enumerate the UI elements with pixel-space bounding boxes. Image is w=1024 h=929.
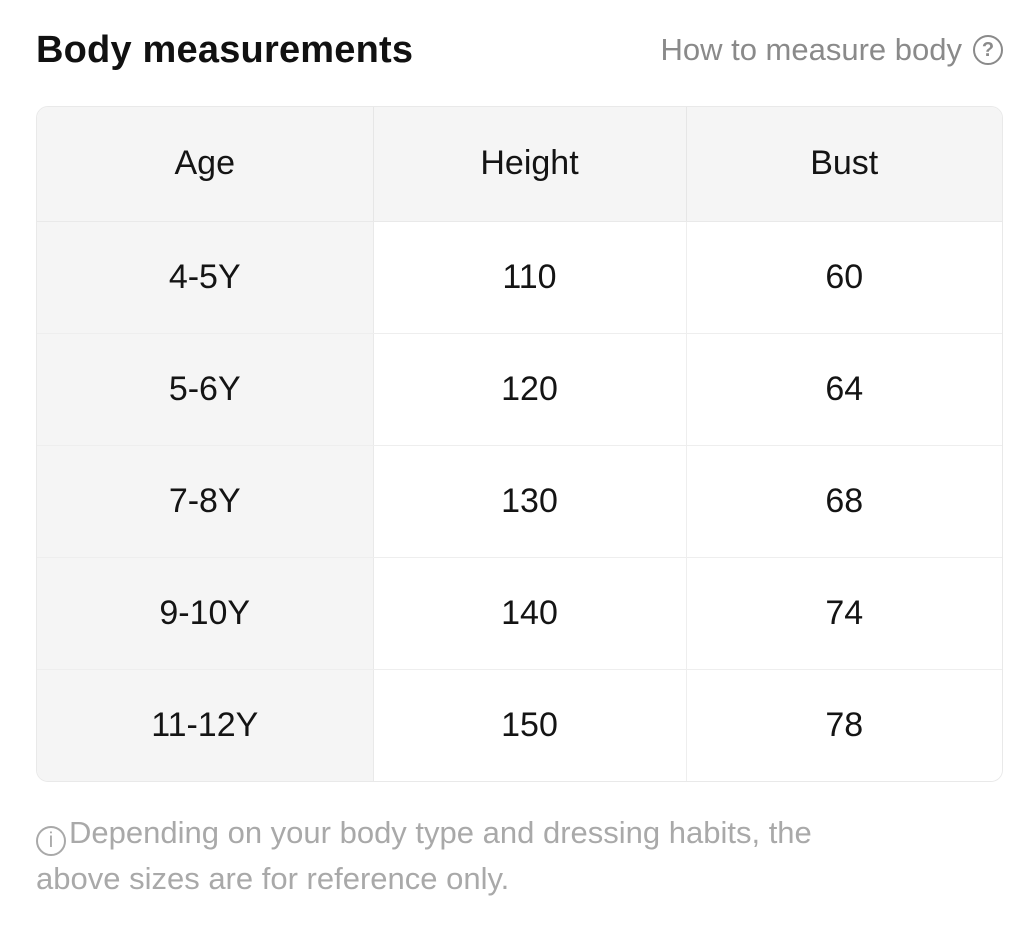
- reference-note: i Depending on your body type and dressin…: [36, 810, 966, 901]
- reference-note-line2: above sizes are for reference only.: [36, 860, 510, 896]
- age-cell: 7-8Y: [37, 445, 374, 558]
- reference-note-line1: Depending on your body type and dressing…: [69, 815, 812, 850]
- table-row: 5-6Y 120 64: [37, 333, 1002, 446]
- column-header-bust: Bust: [686, 107, 1002, 222]
- page-title: Body measurements: [36, 28, 414, 71]
- how-to-measure-link[interactable]: How to measure body ?: [660, 32, 1003, 68]
- age-cell: 4-5Y: [37, 221, 374, 334]
- column-header-height: Height: [373, 107, 687, 222]
- column-header-age: Age: [37, 107, 374, 222]
- body-measurements-panel: Body measurements How to measure body ? …: [36, 24, 1003, 901]
- age-cell: 11-12Y: [37, 669, 374, 781]
- bust-cell: 60: [686, 221, 1002, 334]
- info-circle-icon: i: [36, 825, 66, 856]
- measurements-table-container: Age Height Bust 4-5Y 110 60 5-6Y 120 64 …: [36, 106, 1003, 782]
- question-circle-icon: ?: [973, 35, 1003, 65]
- how-to-measure-label: How to measure body: [660, 32, 962, 67]
- bust-cell: 68: [686, 445, 1002, 558]
- height-cell: 110: [373, 221, 687, 334]
- height-cell: 140: [373, 557, 687, 670]
- panel-header: Body measurements How to measure body ?: [36, 24, 1003, 76]
- age-cell: 5-6Y: [37, 333, 374, 446]
- bust-cell: 78: [686, 669, 1002, 781]
- table-row: 4-5Y 110 60: [37, 221, 1002, 334]
- body-measurements-table: Age Height Bust 4-5Y 110 60 5-6Y 120 64 …: [37, 107, 1002, 781]
- bust-cell: 64: [686, 333, 1002, 446]
- table-row: 7-8Y 130 68: [37, 445, 1002, 558]
- height-cell: 130: [373, 445, 687, 558]
- table-row: 9-10Y 140 74: [37, 557, 1002, 670]
- table-row: 11-12Y 150 78: [37, 669, 1002, 781]
- bust-cell: 74: [686, 557, 1002, 670]
- age-cell: 9-10Y: [37, 557, 374, 670]
- height-cell: 150: [373, 669, 687, 781]
- table-header-row: Age Height Bust: [37, 107, 1002, 222]
- height-cell: 120: [373, 333, 687, 446]
